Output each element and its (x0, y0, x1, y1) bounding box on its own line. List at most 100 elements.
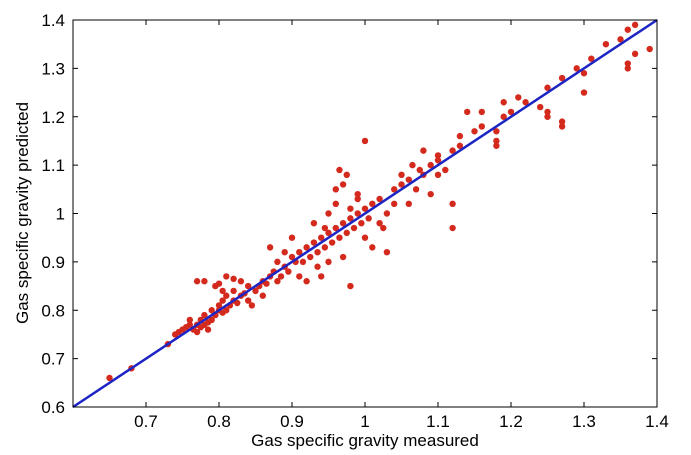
scatter-point-76 (434, 152, 442, 159)
scatter-point-85 (522, 99, 529, 106)
scatter-point-118 (391, 200, 398, 208)
scatter-point-15 (201, 311, 208, 319)
scatter-point-143 (318, 273, 325, 280)
scatter-point-29 (230, 287, 237, 295)
scatter-point-136 (558, 118, 566, 125)
scatter-point-159 (434, 157, 442, 164)
scatter-point-24 (219, 297, 226, 304)
scatter-point-138 (624, 65, 631, 72)
scatter-point-100 (219, 287, 226, 295)
scatter-point-63 (354, 210, 361, 217)
scatter-point-117 (380, 224, 387, 232)
scatter-point-49 (303, 244, 310, 251)
scatter-point-114 (354, 190, 361, 198)
scatter-point-90 (580, 70, 588, 77)
scatter-point-122 (420, 147, 427, 154)
scatter-point-71 (398, 181, 405, 188)
y-tick-label: 1.4 (41, 11, 65, 30)
scatter-point-107 (288, 234, 296, 241)
scatter-point-96 (193, 278, 201, 285)
scatter-point-51 (310, 239, 318, 246)
y-axis-ticks: 0.6 0.7 0.8 0.9 1 1.1 1.2 1.3 1.4 (41, 11, 657, 417)
scatter-point-126 (449, 224, 456, 232)
scatter-point-104 (245, 282, 252, 290)
scatter-point-19 (208, 307, 215, 314)
scatter-point-87 (544, 84, 551, 91)
scatter-point-52 (314, 249, 321, 256)
y-tick-label: 1.1 (41, 156, 65, 175)
scatter-point-144 (347, 282, 354, 290)
x-tick-label: 0.9 (280, 412, 304, 431)
scatter-point-111 (336, 166, 343, 174)
scatter-point-142 (303, 278, 310, 285)
scatter-point-48 (299, 258, 307, 266)
scatter-point-95 (631, 21, 639, 29)
scatter-point-105 (266, 244, 274, 251)
y-axis-label: Gas specific gravity predicted (13, 102, 32, 324)
scatter-point-7 (186, 321, 193, 328)
scatter-point-129 (493, 142, 500, 149)
scatter-point-115 (361, 137, 369, 145)
scatter-points (106, 21, 653, 382)
scatter-point-38 (263, 280, 270, 287)
scatter-point-81 (478, 123, 485, 130)
scatter-point-66 (365, 215, 372, 222)
scatter-point-18 (208, 316, 215, 324)
scatter-point-53 (318, 234, 325, 241)
scatter-point-35 (252, 287, 259, 295)
scatter-point-25 (223, 307, 230, 314)
scatter-point-17 (204, 326, 212, 333)
scatter-point-139 (624, 60, 631, 67)
scatter-point-34 (248, 302, 256, 309)
x-tick-label: 1.2 (499, 412, 523, 431)
scatter-point-102 (230, 275, 237, 283)
scatter-point-101 (223, 273, 230, 280)
scatter-point-50 (307, 253, 314, 261)
scatter-point-125 (449, 200, 456, 208)
scatter-point-128 (478, 108, 485, 116)
scatter-point-151 (259, 292, 266, 299)
scatter-point-130 (493, 137, 500, 145)
scatter-point-91 (588, 55, 595, 62)
scatter-point-86 (537, 103, 544, 111)
x-tick-label: 1 (360, 412, 369, 431)
scatter-point-153 (296, 273, 303, 280)
scatter-point-135 (558, 123, 566, 130)
scatter-point-8 (186, 316, 193, 324)
scatter-point-30 (234, 299, 241, 307)
x-axis-label: Gas specific gravity measured (251, 431, 479, 450)
scatter-point-123 (427, 190, 434, 198)
scatter-point-80 (471, 128, 478, 135)
scatter-point-88 (558, 74, 566, 82)
scatter-point-99 (215, 280, 223, 287)
scatter-point-145 (339, 253, 347, 261)
scatter-point-154 (321, 224, 329, 232)
scatter-point-127 (464, 108, 471, 116)
scatter-point-113 (343, 171, 350, 178)
scatter-point-0 (106, 374, 113, 382)
scatter-point-57 (332, 224, 339, 232)
scatter-point-70 (391, 186, 398, 193)
scatter-point-140 (631, 50, 639, 58)
scatter-point-55 (325, 229, 332, 237)
y-tick-label: 0.8 (41, 301, 65, 320)
scatter-point-84 (507, 108, 515, 116)
scatter-point-150 (383, 249, 391, 256)
fit-line (72, 18, 658, 409)
scatter-point-156 (347, 205, 354, 212)
scatter-point-116 (376, 219, 383, 227)
scatter-point-77 (442, 166, 449, 174)
scatter-point-68 (376, 195, 383, 203)
y-tick-label: 1.3 (41, 59, 65, 78)
scatter-point-26 (223, 292, 230, 299)
scatter-point-58 (336, 234, 343, 241)
scatter-point-149 (369, 244, 376, 251)
scatter-point-42 (277, 273, 285, 280)
scatter-point-94 (624, 26, 631, 33)
scatter-point-106 (281, 249, 288, 256)
x-tick-label: 0.7 (134, 412, 158, 431)
scatter-point-148 (361, 234, 369, 241)
scatter-point-82 (493, 128, 500, 135)
scatter-point-45 (288, 253, 296, 261)
scatter-point-103 (237, 278, 245, 285)
